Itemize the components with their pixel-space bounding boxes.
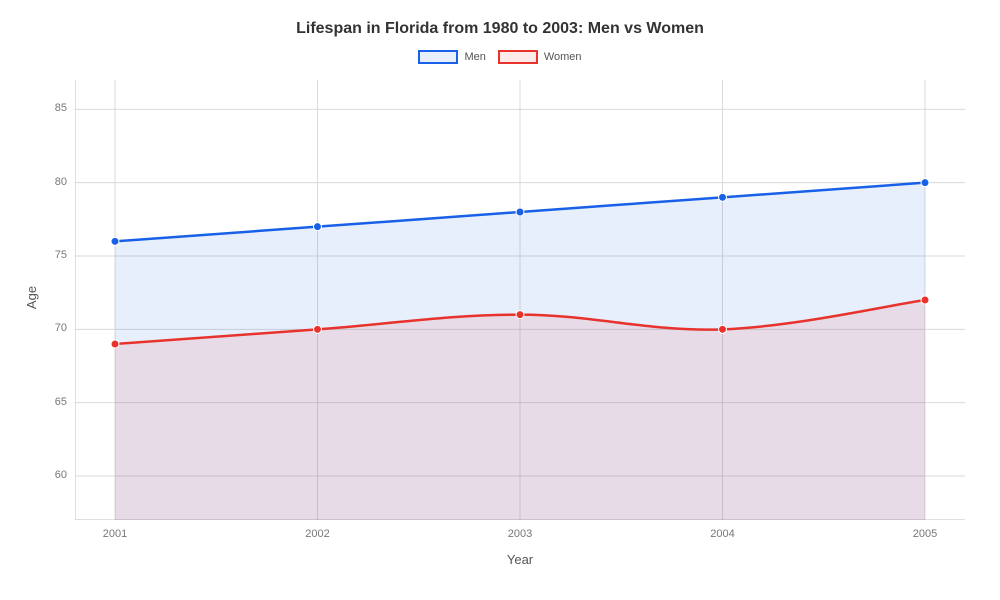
x-tick-label: 2005 [900,528,950,540]
y-axis-label: Age [24,286,39,309]
plot-area [75,80,965,520]
legend: Men Women [0,50,1000,64]
y-tick-label: 85 [55,102,67,114]
x-tick-label: 2004 [698,528,748,540]
y-tick-label: 65 [55,396,67,408]
legend-label-women: Women [544,51,582,63]
y-tick-label: 70 [55,322,67,334]
legend-item-women[interactable]: Women [498,50,582,64]
legend-item-men[interactable]: Men [418,50,485,64]
y-tick-label: 80 [55,176,67,188]
x-tick-label: 2001 [90,528,140,540]
y-tick-label: 75 [55,249,67,261]
x-tick-label: 2002 [293,528,343,540]
x-axis-label: Year [75,552,965,567]
chart-title: Lifespan in Florida from 1980 to 2003: M… [0,20,1000,38]
legend-label-men: Men [464,51,485,63]
x-tick-label: 2003 [495,528,545,540]
legend-swatch-men [418,50,458,64]
legend-swatch-women [498,50,538,64]
chart-container: Lifespan in Florida from 1980 to 2003: M… [0,0,1000,600]
y-tick-label: 60 [55,469,67,481]
